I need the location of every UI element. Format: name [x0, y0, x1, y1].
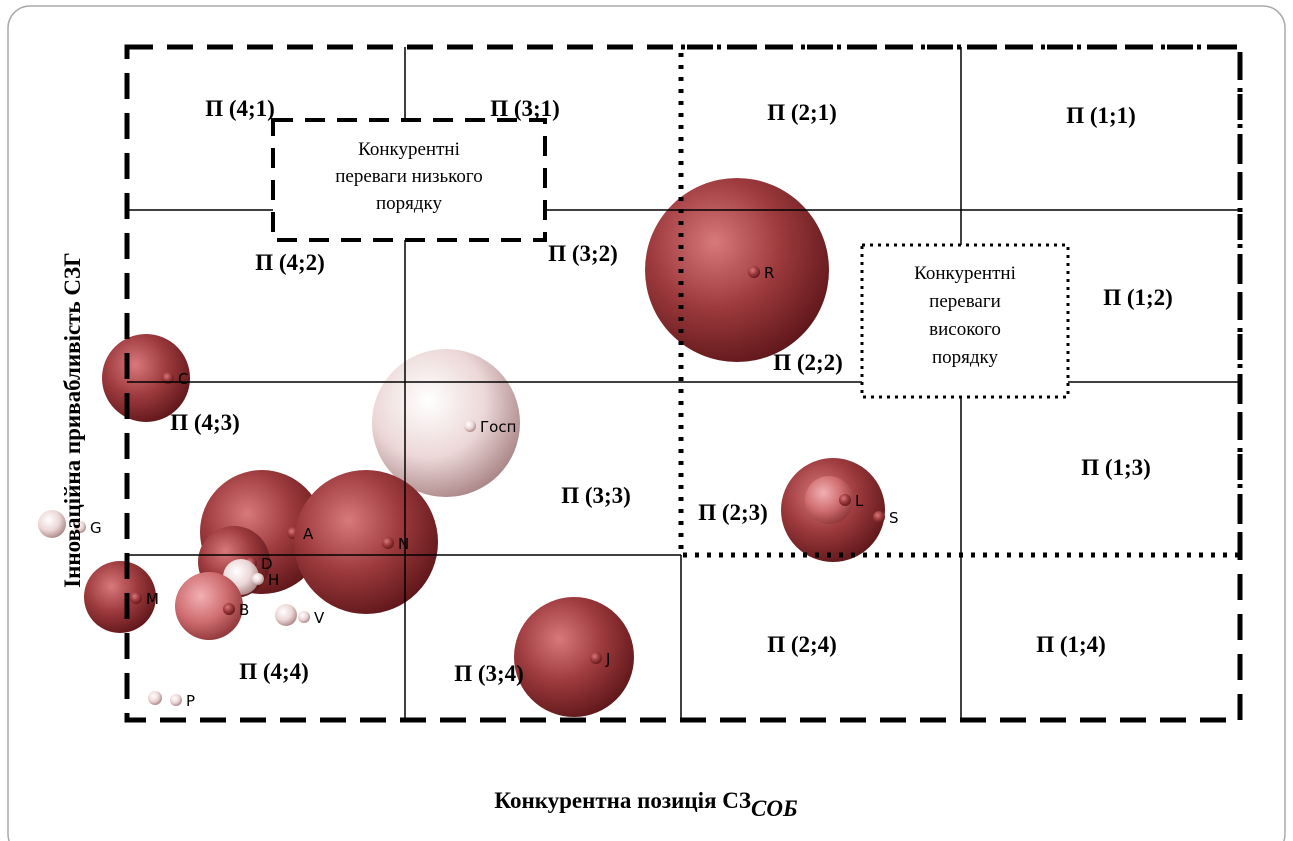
x-title-sub: СОБ [751, 796, 798, 821]
cell-label: П (4;3) [170, 410, 240, 435]
bubble-label: M [146, 590, 159, 608]
low-box-text: переваги низького [335, 166, 483, 187]
bubble-dot [382, 537, 394, 549]
bubble [294, 470, 438, 614]
bubble-label: R [764, 264, 774, 282]
cell-label: П (2;3) [698, 500, 768, 525]
low-box-text: Конкурентні [358, 139, 460, 160]
high-box-text: Конкурентні [914, 263, 1016, 284]
cell-label: П (2;4) [767, 632, 837, 657]
cell-label: П (4;4) [239, 659, 309, 684]
bubble-label: J [605, 650, 610, 668]
bubble [102, 334, 190, 422]
cell-label: П (3;4) [454, 661, 524, 686]
x-title-main: Конкурентна позиція СЗ [494, 788, 751, 813]
x-title: Конкурентна позиція СЗСОБ [494, 788, 797, 821]
bubble-label: B [239, 601, 249, 619]
cell-label: П (1;1) [1066, 103, 1136, 128]
bubble-label: G [90, 519, 102, 537]
bubble [148, 691, 162, 705]
bubble-label: P [186, 692, 195, 710]
bubble-dot [170, 694, 182, 706]
bubble-dot [590, 652, 602, 664]
cell-label: П (1;2) [1103, 285, 1173, 310]
high-box-text: переваги [929, 291, 1001, 312]
bubble [275, 604, 297, 626]
cell-label: П (3;2) [548, 241, 618, 266]
bubble-label: V [314, 609, 325, 627]
bubbles [38, 178, 885, 717]
cell-label: П (3;1) [490, 96, 560, 121]
cell-label: П (4;2) [255, 250, 325, 275]
bubble-label: H [268, 571, 279, 589]
bubble-dot [748, 266, 760, 278]
bubble-dot [223, 603, 235, 615]
bubble-label: C [178, 370, 188, 388]
bubble-label: L [855, 492, 864, 510]
bubble-label: S [889, 509, 899, 527]
bubble-label: A [303, 525, 314, 543]
y-title: Інноваційна привабливість СЗГ [60, 252, 85, 588]
bubble [645, 178, 829, 362]
cell-label: П (1;3) [1081, 455, 1151, 480]
bubble-dot [130, 592, 142, 604]
bubble-dot [252, 573, 264, 585]
bubble-dot [839, 494, 851, 506]
cell-label: П (1;4) [1036, 632, 1106, 657]
cell-label: П (3;3) [561, 483, 631, 508]
cell-label: П (2;2) [773, 350, 843, 375]
high-box-text: високого [929, 319, 1001, 340]
low-box-text: порядку [376, 193, 443, 214]
bubble-label: N [398, 535, 409, 553]
cell-label: П (2;1) [767, 100, 837, 125]
high-box-text: порядку [932, 347, 999, 368]
cell-label: П (4;1) [205, 96, 275, 121]
bubble-dot [873, 511, 885, 523]
bubble [514, 597, 634, 717]
bubble-dot [298, 611, 310, 623]
bubble-label: Госп [480, 418, 516, 436]
bubble-dot [464, 420, 476, 432]
diagram: RCГоспANDHMBVJLSGPП (4;1)П (3;1)П (2;1)П… [0, 0, 1293, 841]
